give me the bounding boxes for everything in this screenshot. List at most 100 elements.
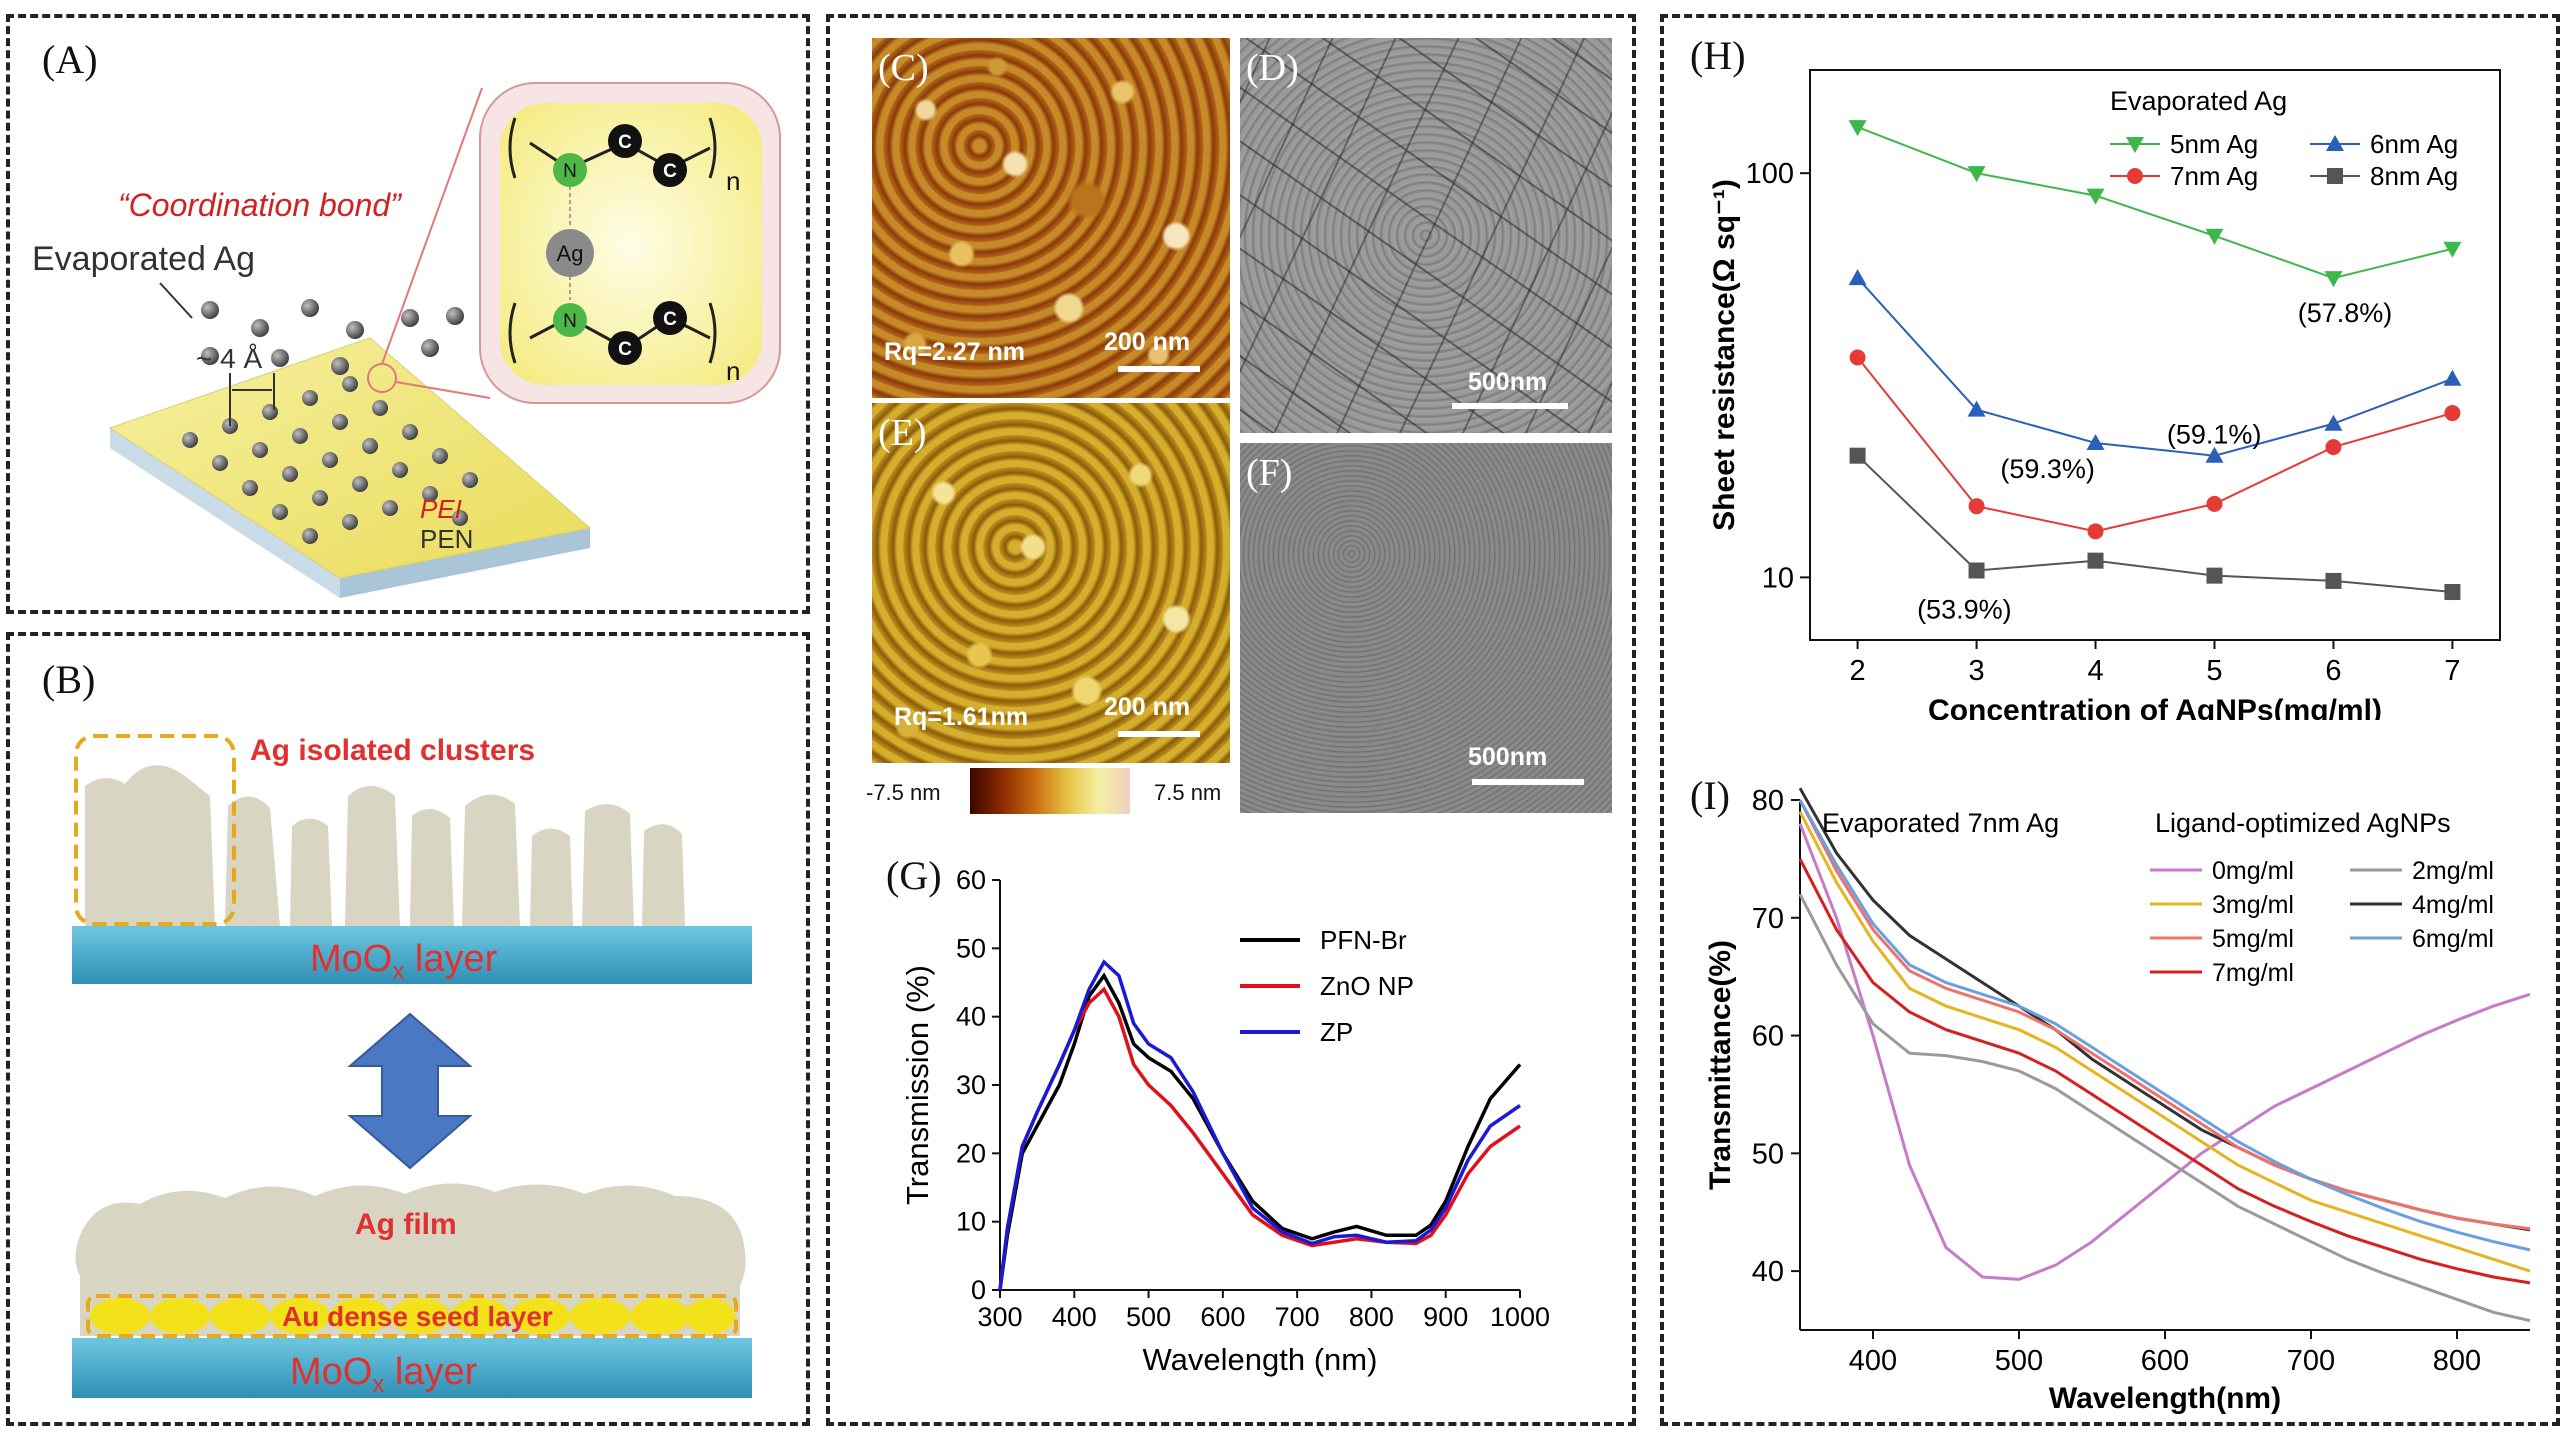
g-y-tick-label: 10 [956,1207,986,1237]
i-series-line [1798,799,2531,1231]
carbon-atom [653,301,687,335]
panel-f-label: (F) [1246,452,1293,494]
scale-bar-f [1472,779,1584,785]
i-y-tick-label: 70 [1752,903,1784,935]
scale-text-e: 200 nm [1104,693,1191,721]
i-legend-label: 6mg/ml [2412,925,2494,953]
scale-bar-d [1452,403,1568,409]
i-x-axis-label: Wavelength(nm) [2049,1382,2281,1415]
h-legend-title: Evaporated Ag [2110,86,2287,116]
h-data-point [2087,552,2104,569]
h-x-tick-label: 4 [2087,655,2103,687]
h-data-point [1967,166,1986,183]
g-legend-label: ZnO NP [1320,971,1414,1001]
h-data-point [2325,439,2342,456]
pen-label: PEN [420,524,473,554]
panel-h-label: (H) [1690,33,1746,78]
g-y-tick-label: 30 [956,1070,986,1100]
coordination-bond-label: “Coordination bond” [118,187,402,223]
h-data-point [1848,120,1867,137]
i-y-tick-label: 60 [1752,1021,1784,1053]
i-legend-label: 4mg/ml [2412,891,2494,919]
afm-image-c: (C) Rq=2.27 nm 200 nm [872,38,1230,398]
h-data-point [2443,241,2462,258]
h-annotation: (57.8%) [2298,298,2393,328]
panel-b: (B) Ag isolated clusters MoOx layer [6,632,810,1426]
h-data-point [2325,572,2342,589]
panel-b-schematic: Ag isolated clusters MoOx layer Ag film … [72,734,752,1398]
atom-label-n: N [563,311,577,332]
h-series-line [1857,126,2453,280]
h-data-point [2206,567,2223,584]
scale-text-f: 500nm [1468,743,1548,771]
carbon-atom [608,331,642,365]
au-seed-layer [90,1298,735,1334]
rq-e: Rq=1.61nm [894,703,1029,731]
sem-image-d: (D) 500nm [1240,38,1612,433]
h-legend-marker [2326,135,2344,151]
h-annotation: (53.9%) [1917,595,2012,625]
atom-label-c: C [618,339,632,360]
i-legend-label: 3mg/ml [2212,891,2294,919]
panel-d-label: (D) [1246,47,1299,89]
h-data-point [1849,349,1866,366]
g-legend-label: ZP [1320,1017,1353,1047]
h-y-axis-label: Sheet resistance(Ω sq⁻¹) [1708,179,1741,531]
h-annotation: (59.3%) [2000,454,2095,484]
pen-substrate-front [340,528,590,598]
i-x-tick-label: 500 [1995,1345,2043,1377]
h-legend-marker [2126,137,2144,153]
colorbar-gradient [970,768,1130,814]
colorbar-max: 7.5 nm [1154,780,1222,805]
seed-highlight-box [86,1294,738,1338]
g-y-tick-label: 40 [956,1002,986,1032]
panel-a: (A) [6,14,810,614]
g-y-tick-label: 60 [956,865,986,895]
h-data-point [1849,447,1866,464]
repeat-n-top: n [726,166,740,196]
g-x-tick-label: 700 [1275,1302,1320,1332]
h-x-tick-label: 3 [1968,655,1984,687]
h-legend-marker [2127,168,2143,184]
atom-label-c: C [663,309,677,330]
moox-layer-bottom-label: MoOx layer [290,1351,478,1398]
chart-h: 10 100 2 3 4 5 6 7 Concentration of AgNPs(mg/ml)… [1708,69,2501,720]
double-arrow-icon [347,1012,473,1170]
ag-isolated-clusters-label: Ag isolated clusters [250,734,535,767]
h-legend-label: 7nm Ag [2170,161,2258,191]
h-legend-label: 8nm Ag [2370,161,2458,191]
colorbar: -7.5 nm 7.5 nm [866,768,1236,816]
g-x-tick-label: 500 [1126,1302,1171,1332]
colorbar-min: -7.5 nm [866,780,941,805]
g-x-tick-label: 400 [1052,1302,1097,1332]
h-plot-frame [1809,69,2501,641]
atom-label-c: C [618,132,632,153]
i-x-tick-label: 600 [2141,1345,2189,1377]
panel-a-schematic: N C C Ag N C C n n “Coordination bond” E… [32,82,781,598]
panel-g-label: (G) [886,853,942,898]
h-data-point [2444,584,2461,601]
h-data-point [2086,188,2105,205]
carbon-atom [608,124,642,158]
h-data-point [1967,400,1986,417]
h-series-line [1856,454,2453,593]
scale-text-d: 500nm [1468,368,1548,396]
h-series-line [1856,277,2453,457]
i-y-axis-label: Transmittance(%) [1704,940,1737,1190]
i-y-tick-label: 80 [1752,785,1784,817]
i-x-tick-label: 700 [2287,1345,2335,1377]
h-data-point [2206,495,2223,512]
h-annotation: (59.1%) [2167,420,2262,450]
i-series-line [1798,799,2531,1252]
i-x-tick-label: 800 [2433,1345,2481,1377]
i-series-line [1798,893,2531,1323]
h-data-point [1968,562,1985,579]
scale-text-c: 200 nm [1104,328,1191,356]
h-series-line [1856,356,2453,533]
g-x-tick-label: 600 [1200,1302,1245,1332]
carbon-atom [653,153,687,187]
moox-layer-top-label: MoOx layer [310,938,498,985]
i-x-tick-label: 400 [1849,1345,1897,1377]
g-x-tick-label: 900 [1423,1302,1468,1332]
afm-image-e: (E) Rq=1.61nm 200 nm [872,403,1230,763]
